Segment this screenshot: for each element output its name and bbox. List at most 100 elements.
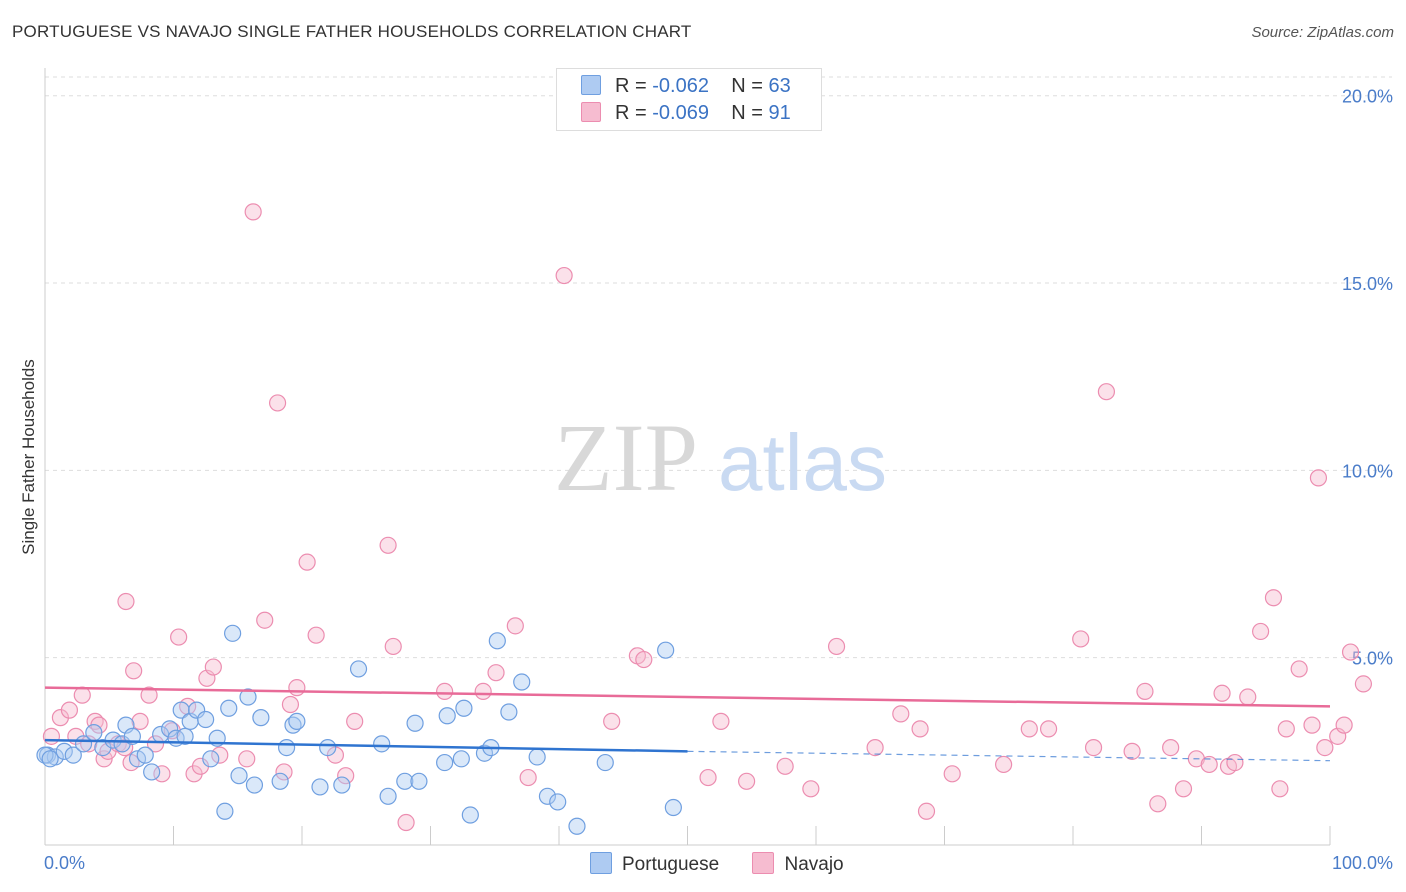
navajo-point-28 — [244, 203, 262, 221]
navajo-point-89 — [1341, 643, 1360, 661]
portuguese-legend-swatch — [590, 852, 612, 874]
portuguese-r-value: -0.062 — [652, 75, 709, 97]
axes — [44, 68, 1331, 846]
portuguese-point-5 — [85, 724, 103, 742]
series-legend: Portuguese Navajo — [590, 852, 872, 876]
navajo-point-62 — [995, 755, 1013, 774]
portuguese-point-45 — [436, 753, 454, 772]
navajo-point-78 — [1239, 688, 1257, 706]
portuguese-point-30 — [252, 709, 270, 727]
portuguese-point-22 — [202, 750, 220, 768]
portuguese-swatch — [581, 75, 601, 95]
navajo-point-65 — [1072, 630, 1090, 648]
navajo-point-82 — [1277, 720, 1295, 738]
navajo-point-38 — [346, 712, 364, 730]
portuguese-point-28 — [239, 688, 257, 706]
navajo-point-64 — [1039, 720, 1058, 738]
navajo-point-61 — [943, 765, 961, 783]
legend-row-navajo: R = -0.069 N = 91 — [581, 102, 791, 126]
portuguese-point-58 — [596, 753, 614, 772]
legend-row-portuguese: R = -0.062 N = 63 — [581, 75, 791, 99]
navajo-point-29 — [256, 611, 274, 629]
navajo-legend-label: Navajo — [784, 854, 844, 875]
portuguese-trend-extension — [687, 750, 1331, 762]
watermark-atlas: atlas — [718, 418, 887, 507]
navajo-point-50 — [635, 650, 653, 669]
navajo-point-47 — [555, 266, 573, 285]
watermark-zip: ZIP — [554, 404, 698, 511]
portuguese-point-54 — [528, 748, 546, 766]
portuguese-point-62 — [41, 750, 59, 768]
correlation-legend: R = -0.062 N = 63 R = -0.069 N = 91 — [556, 68, 822, 131]
navajo-point-42 — [436, 682, 454, 701]
navajo-legend-swatch — [752, 852, 775, 874]
portuguese-point-34 — [288, 712, 306, 730]
navajo-point-48 — [603, 712, 621, 730]
navajo-point-85 — [1309, 469, 1328, 487]
navajo-point-0 — [42, 727, 61, 745]
y-tick-label-1: 10.0% — [1342, 461, 1393, 481]
portuguese-n-label: N = — [731, 75, 769, 97]
portuguese-point-42 — [406, 714, 424, 732]
navajo-point-34 — [298, 553, 316, 571]
portuguese-points — [36, 624, 682, 835]
navajo-point-84 — [1303, 716, 1321, 734]
navajo-point-13 — [117, 592, 135, 611]
grid-lines — [45, 76, 1392, 659]
navajo-point-86 — [1316, 738, 1334, 757]
navajo-point-32 — [281, 695, 300, 714]
portuguese-point-13 — [143, 763, 161, 781]
navajo-point-27 — [238, 750, 256, 768]
navajo-point-46 — [519, 768, 537, 787]
navajo-point-63 — [1020, 720, 1038, 738]
source-label: Source: ZipAtlas.com — [1251, 24, 1394, 41]
portuguese-point-46 — [452, 750, 470, 768]
chart-title: PORTUGUESE VS NAVAJO SINGLE FATHER HOUSE… — [12, 22, 692, 41]
navajo-point-58 — [892, 705, 910, 723]
navajo-point-51 — [699, 768, 717, 787]
navajo-point-55 — [802, 780, 820, 798]
navajo-point-54 — [776, 757, 794, 775]
navajo-point-60 — [917, 802, 936, 820]
portuguese-point-31 — [271, 772, 289, 790]
navajo-point-43 — [474, 682, 492, 701]
navajo-point-15 — [131, 712, 149, 730]
navajo-point-41 — [397, 813, 415, 832]
portuguese-point-29 — [245, 776, 264, 794]
legend-item-portuguese[interactable]: Portuguese — [590, 852, 719, 876]
portuguese-point-55 — [538, 787, 557, 805]
navajo-point-79 — [1252, 622, 1270, 641]
portuguese-point-36 — [319, 738, 337, 757]
navajo-point-67 — [1097, 383, 1116, 401]
navajo-point-77 — [1226, 753, 1244, 772]
portuguese-point-17 — [176, 727, 194, 745]
portuguese-point-20 — [188, 701, 206, 719]
x-tick-label-max: 100.0% — [1332, 853, 1393, 873]
navajo-points — [42, 203, 1373, 832]
navajo-trend-line — [44, 686, 1331, 708]
navajo-point-83 — [1290, 660, 1308, 678]
navajo-point-33 — [288, 679, 306, 697]
portuguese-point-37 — [333, 776, 351, 794]
portuguese-point-39 — [373, 735, 391, 753]
navajo-point-20 — [170, 628, 188, 646]
portuguese-point-48 — [461, 806, 479, 824]
navajo-point-4 — [73, 686, 91, 704]
navajo-point-31 — [275, 763, 293, 781]
navajo-point-52 — [712, 712, 730, 730]
navajo-point-66 — [1084, 738, 1103, 757]
navajo-point-44 — [487, 664, 505, 682]
portuguese-point-43 — [410, 772, 428, 790]
portuguese-point-38 — [349, 660, 368, 678]
portuguese-point-52 — [488, 632, 506, 650]
legend-item-navajo[interactable]: Navajo — [752, 852, 844, 876]
navajo-point-40 — [384, 637, 402, 656]
navajo-point-72 — [1174, 780, 1193, 798]
navajo-point-81 — [1271, 780, 1289, 798]
navajo-point-30 — [268, 394, 287, 412]
x-tick-label-min: 0.0% — [44, 853, 85, 873]
navajo-r-label: R = — [615, 102, 653, 124]
portuguese-trend-line — [44, 738, 688, 753]
portuguese-point-51 — [500, 703, 518, 721]
